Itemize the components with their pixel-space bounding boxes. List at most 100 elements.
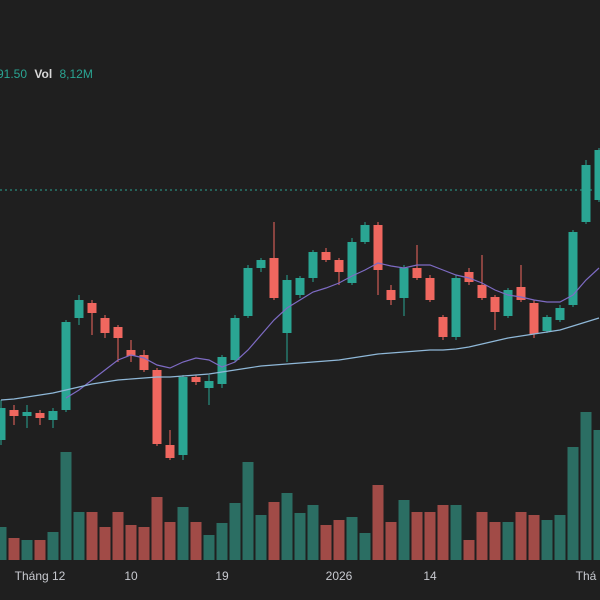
volume-bar <box>151 497 163 560</box>
volume-bar <box>554 515 566 560</box>
volume-bar <box>502 522 514 560</box>
volume-bar <box>450 505 462 560</box>
volume-bar <box>385 522 397 560</box>
volume-bar <box>437 505 449 560</box>
candle-body <box>256 260 266 268</box>
candle-body <box>321 252 331 260</box>
volume-bar <box>515 512 527 560</box>
candle-body <box>529 303 539 334</box>
candle-body <box>347 242 357 283</box>
candle-body <box>477 285 487 298</box>
candle-body <box>9 410 19 416</box>
volume-bar <box>47 532 59 560</box>
candle-body <box>334 260 344 272</box>
volume-bar <box>8 538 20 560</box>
candle-body <box>0 408 6 440</box>
candle-body <box>152 370 162 444</box>
volume-bar <box>203 535 215 560</box>
candle-body <box>74 300 84 318</box>
volume-bar <box>307 505 319 560</box>
candle-body <box>269 258 279 298</box>
candle-body <box>113 327 123 338</box>
candle-body <box>555 308 565 320</box>
volume-bar <box>73 512 85 560</box>
volume-bar <box>164 522 176 560</box>
moving-average <box>0 317 600 401</box>
volume-bar <box>320 525 332 560</box>
volume-bar <box>216 523 228 560</box>
candle-body <box>386 290 396 300</box>
volume-bar <box>138 527 150 560</box>
legend: 91.50 Vol 8,12M <box>0 67 93 81</box>
volume-bar <box>60 452 72 560</box>
candle-body <box>217 357 227 384</box>
volume-bar <box>346 517 358 560</box>
volume-bar <box>528 515 540 560</box>
candle-body <box>165 445 175 458</box>
candle-body <box>35 413 45 418</box>
volume-bar <box>541 520 553 560</box>
volume-bar <box>424 512 436 560</box>
candle-body <box>178 377 188 455</box>
volume-bar <box>112 512 124 560</box>
x-tick-label: 14 <box>423 569 437 583</box>
candle-body <box>568 232 578 305</box>
candle-body <box>373 225 383 270</box>
candle-body <box>139 355 149 370</box>
volume-bar <box>86 512 98 560</box>
x-tick-label: Tháng 12 <box>15 569 66 583</box>
volume-bar <box>34 540 46 560</box>
candle-body <box>100 318 110 333</box>
legend-volume: 8,12M <box>60 67 93 81</box>
candle-body <box>425 278 435 300</box>
candle-body <box>503 290 513 316</box>
volume-bar <box>476 512 488 560</box>
volume-bar <box>0 527 7 560</box>
volume-bar <box>229 503 241 560</box>
candle-body <box>308 252 318 278</box>
volume-bar <box>489 522 501 560</box>
candle-body <box>464 272 474 282</box>
volume-bar <box>242 462 254 560</box>
volume-bar <box>333 520 345 560</box>
volume-bar <box>190 522 202 560</box>
x-tick-label: 10 <box>124 569 138 583</box>
candle-body <box>295 278 305 295</box>
candle-body <box>282 280 292 333</box>
volume-bar <box>125 525 137 560</box>
volume-bar <box>593 430 600 560</box>
volume-bar <box>411 512 423 560</box>
x-tick-label: 19 <box>215 569 229 583</box>
volume-bar <box>580 412 592 560</box>
candle-body <box>516 287 526 300</box>
legend-close: 91.50 <box>0 67 27 81</box>
candle-body <box>191 377 201 382</box>
volume-bar <box>99 527 111 560</box>
candle-body <box>412 268 422 278</box>
x-tick-label: 2026 <box>326 569 353 583</box>
candle-body <box>581 165 591 222</box>
volume-bar <box>463 540 475 560</box>
candle-body <box>243 268 253 316</box>
candle-body <box>22 412 32 416</box>
candle-body <box>61 322 71 410</box>
legend-volume-label: Vol <box>34 67 52 81</box>
candle-body <box>399 268 409 298</box>
volume-bar <box>359 533 371 560</box>
volume-bar <box>177 507 189 560</box>
x-tick-label: Thá <box>576 569 597 583</box>
volume-bar <box>398 500 410 560</box>
candle-body <box>360 225 370 242</box>
volume-bar <box>21 540 33 560</box>
volume-bar <box>255 515 267 560</box>
candle-body <box>87 303 97 313</box>
volume-bar <box>372 485 384 560</box>
moving-average <box>65 262 600 399</box>
candle-body <box>542 317 552 331</box>
volume-bar <box>567 447 579 560</box>
volume-bar <box>294 513 306 560</box>
volume-bar <box>268 502 280 560</box>
candle-body <box>204 381 214 388</box>
